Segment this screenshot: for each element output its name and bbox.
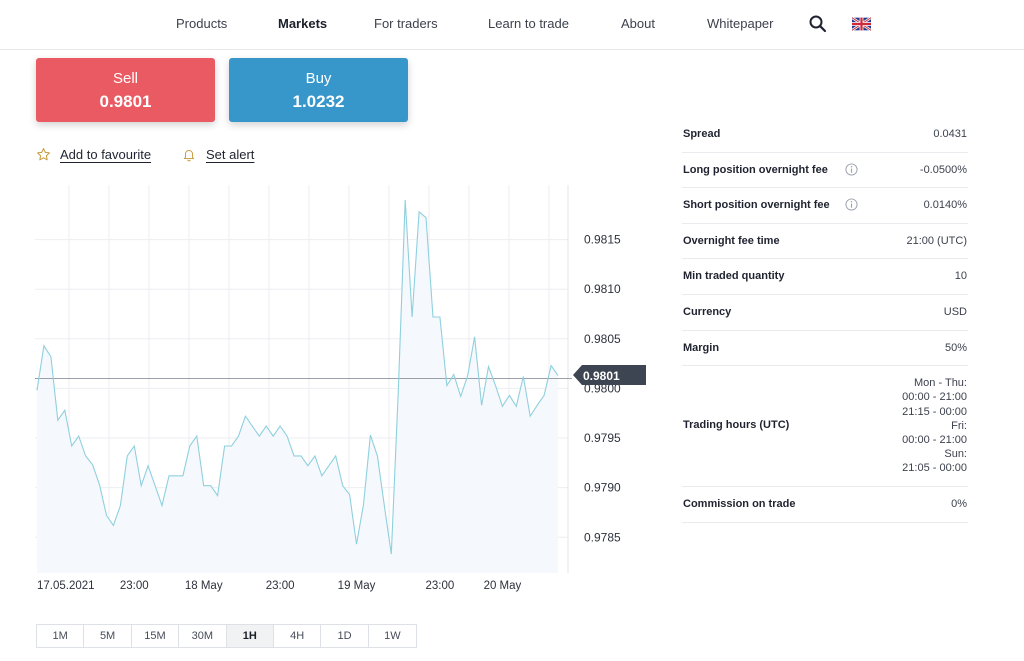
x-tick-label: 17.05.2021 (37, 580, 95, 592)
x-tick-label: 18 May (185, 580, 223, 592)
info-icon[interactable] (845, 198, 858, 211)
y-tick-label: 0.9815 (584, 233, 621, 247)
timeframe-5m[interactable]: 5M (84, 625, 132, 647)
trading-hours-label: Trading hours (UTC) (683, 419, 790, 432)
timeframe-selector: 1M 5M 15M 30M 1H 4H 1D 1W (36, 624, 418, 648)
timeframe-1m[interactable]: 1M (37, 625, 85, 647)
info-row-margin: Margin 50% (682, 331, 968, 367)
trading-hours-line: 21:15 - 00:00 (902, 405, 967, 418)
x-axis: 17.05.2021 23:00 18 May 23:00 19 May 23:00 20 … (37, 580, 522, 592)
info-row-fee-time: Overnight fee time 21:00 (UTC) (682, 224, 968, 260)
price-area (37, 199, 558, 573)
nav-products[interactable]: Products (176, 16, 228, 31)
nav-learn-to-trade[interactable]: Learn to trade (488, 16, 569, 31)
x-tick-label: 20 May (484, 580, 522, 592)
y-tick-label: 0.9805 (584, 332, 621, 346)
long-fee-label: Long position overnight fee (683, 163, 828, 176)
timeframe-15m[interactable]: 15M (131, 625, 180, 647)
min-qty-value: 10 (954, 270, 967, 283)
buy-label: Buy (305, 70, 332, 87)
uk-flag-icon[interactable] (852, 17, 871, 31)
fee-time-value: 21:00 (UTC) (906, 234, 967, 247)
sell-label: Sell (112, 70, 138, 87)
x-tick-label: 23:00 (426, 580, 455, 592)
info-row-short-fee: Short position overnight fee 0.0140% (682, 188, 968, 224)
set-alert-label: Set alert (206, 147, 255, 162)
timeframe-30m[interactable]: 30M (179, 625, 227, 647)
search-icon[interactable] (808, 14, 828, 34)
info-row-long-fee: Long position overnight fee -0.0500% (682, 153, 968, 189)
commission-label: Commission on trade (683, 498, 796, 511)
add-to-favourite-link[interactable]: Add to favourite (37, 147, 152, 162)
trading-hours-value: Mon - Thu: 00:00 - 21:00 21:15 - 00:00 F… (902, 376, 967, 475)
spread-value: 0.0431 (933, 128, 967, 140)
timeframe-1h[interactable]: 1H (226, 625, 274, 647)
price-chart[interactable]: 0.97850.97900.97950.98000.98050.98100.98… (0, 180, 660, 600)
y-tick-label: 0.9795 (584, 431, 621, 445)
spread-label: Spread (683, 128, 721, 140)
set-alert-link[interactable]: Set alert (183, 147, 255, 162)
price-line (36, 199, 559, 555)
commission-value: 0% (951, 498, 967, 511)
info-row-min-qty: Min traded quantity 10 (682, 259, 968, 295)
y-tick-label: 0.9785 (584, 530, 621, 544)
instrument-info-table: Spread 0.0431 Long position overnight fe… (682, 117, 968, 523)
sell-button[interactable]: Sell 0.9801 (36, 58, 215, 122)
timeframe-1w[interactable]: 1W (368, 625, 417, 647)
x-tick-label: 23:00 (266, 580, 295, 592)
currency-value: USD (943, 305, 967, 318)
current-price-marker: 0.9801 (573, 365, 646, 385)
buy-price: 1.0232 (292, 92, 345, 111)
fee-time-label: Overnight fee time (683, 234, 780, 247)
nav-about[interactable]: About (621, 16, 655, 31)
current-price-label: 0.9801 (583, 369, 620, 383)
nav-for-traders[interactable]: For traders (374, 16, 438, 31)
min-qty-label: Min traded quantity (683, 270, 785, 283)
x-tick-label: 23:00 (120, 580, 149, 592)
trading-hours-line: Mon - Thu: (914, 377, 967, 390)
top-navigation: Products Markets For traders Learn to tr… (0, 0, 1024, 50)
trading-hours-line: 21:05 - 00:00 (902, 462, 967, 475)
short-fee-label: Short position overnight fee (683, 199, 830, 212)
info-row-spread: Spread 0.0431 (682, 117, 968, 153)
info-row-trading-hours: Trading hours (UTC) Mon - Thu: 00:00 - 2… (682, 366, 968, 488)
info-row-currency: Currency USD (682, 295, 968, 331)
buy-button[interactable]: Buy 1.0232 (229, 58, 408, 122)
timeframe-1d[interactable]: 1D (321, 625, 369, 647)
info-row-commission: Commission on trade 0% (682, 487, 968, 523)
y-tick-label: 0.9790 (584, 481, 621, 495)
trading-hours-line: Fri: (951, 419, 967, 432)
trading-hours-line: 00:00 - 21:00 (902, 433, 967, 446)
nav-whitepaper[interactable]: Whitepaper (707, 16, 774, 31)
short-fee-value: 0.0140% (923, 199, 967, 212)
sell-price: 0.9801 (99, 92, 152, 111)
margin-label: Margin (683, 341, 720, 354)
add-to-favourite-label: Add to favourite (60, 147, 152, 162)
y-tick-label: 0.9810 (584, 282, 621, 296)
timeframe-4h[interactable]: 4H (273, 625, 322, 647)
y-axis: 0.97850.97900.97950.98000.98050.98100.98… (584, 233, 621, 545)
margin-value: 50% (944, 341, 967, 354)
nav-markets[interactable]: Markets (278, 16, 328, 31)
currency-label: Currency (683, 305, 732, 318)
bell-icon (183, 149, 195, 162)
trading-hours-line: Sun: (944, 448, 967, 461)
info-icon[interactable] (845, 163, 858, 176)
x-tick-label: 19 May (338, 580, 376, 592)
long-fee-value: -0.0500% (919, 163, 967, 176)
star-icon (37, 148, 50, 161)
trading-hours-line: 00:00 - 21:00 (902, 391, 967, 404)
